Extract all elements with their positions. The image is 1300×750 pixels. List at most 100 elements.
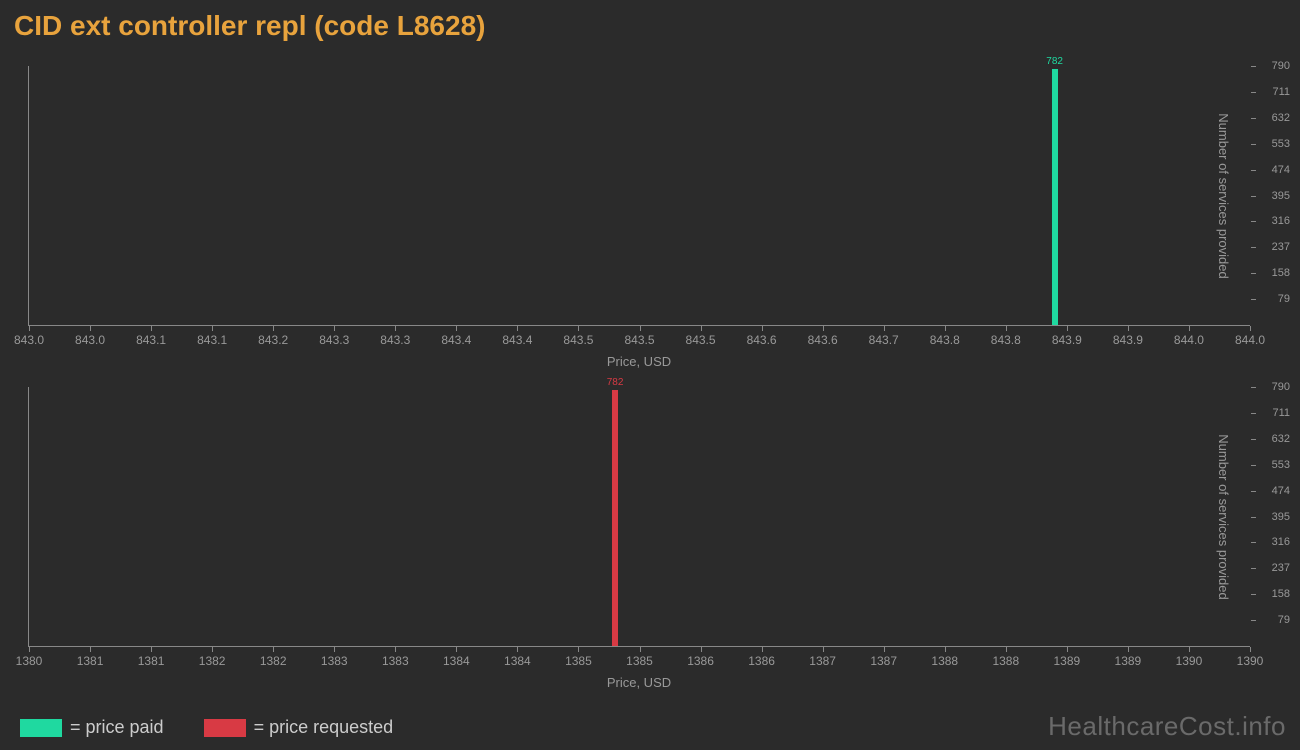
ytick-label: 79 bbox=[1278, 614, 1290, 626]
legend: = price paid = price requested bbox=[20, 717, 393, 738]
ytick-mark bbox=[1251, 170, 1256, 171]
xtick-label: 843.3 bbox=[380, 333, 410, 347]
xtick-mark bbox=[1189, 647, 1190, 652]
ytick-label: 237 bbox=[1272, 241, 1290, 253]
chart-1: Number of services provided 791582373163… bbox=[28, 66, 1250, 369]
xtick-mark bbox=[823, 647, 824, 652]
xtick-label: 1382 bbox=[199, 654, 226, 668]
xtick-mark bbox=[1067, 326, 1068, 331]
xtick-mark bbox=[1006, 326, 1007, 331]
ytick-mark bbox=[1251, 413, 1256, 414]
ytick-mark bbox=[1251, 387, 1256, 388]
xtick-mark bbox=[945, 647, 946, 652]
xtick-mark bbox=[212, 647, 213, 652]
ytick-label: 790 bbox=[1272, 60, 1290, 72]
data-bar: 782 bbox=[1052, 69, 1058, 325]
y-axis-label: Number of services provided bbox=[1216, 434, 1231, 599]
ytick-label: 316 bbox=[1272, 215, 1290, 227]
ytick-mark bbox=[1251, 273, 1256, 274]
plot-area-paid: Number of services provided 791582373163… bbox=[28, 66, 1250, 326]
ytick-label: 79 bbox=[1278, 293, 1290, 305]
xtick-label: 843.5 bbox=[624, 333, 654, 347]
xtick-mark bbox=[517, 326, 518, 331]
xtick-label: 1381 bbox=[138, 654, 165, 668]
xtick-label: 1383 bbox=[382, 654, 409, 668]
ytick-mark bbox=[1251, 247, 1256, 248]
legend-swatch-paid bbox=[20, 719, 62, 737]
xtick-mark bbox=[640, 647, 641, 652]
xtick-label: 843.8 bbox=[991, 333, 1021, 347]
xtick-mark bbox=[1128, 647, 1129, 652]
xtick-label: 1385 bbox=[626, 654, 653, 668]
xtick-mark bbox=[151, 647, 152, 652]
ytick-mark bbox=[1251, 66, 1256, 67]
ytick-label: 316 bbox=[1272, 536, 1290, 548]
ytick-mark bbox=[1251, 491, 1256, 492]
watermark: HealthcareCost.info bbox=[1048, 711, 1286, 742]
xtick-mark bbox=[273, 326, 274, 331]
xtick-label: 844.0 bbox=[1174, 333, 1204, 347]
xtick-mark bbox=[29, 326, 30, 331]
xtick-mark bbox=[212, 326, 213, 331]
xtick-label: 843.3 bbox=[319, 333, 349, 347]
xtick-label: 843.4 bbox=[441, 333, 471, 347]
xtick-mark bbox=[29, 647, 30, 652]
xtick-label: 1385 bbox=[565, 654, 592, 668]
xtick-mark bbox=[334, 647, 335, 652]
xtick-label: 843.0 bbox=[75, 333, 105, 347]
xtick-label: 1380 bbox=[16, 654, 43, 668]
xtick-label: 1389 bbox=[1115, 654, 1142, 668]
chart-2: Number of services provided 791582373163… bbox=[28, 387, 1250, 690]
xtick-label: 843.9 bbox=[1113, 333, 1143, 347]
xtick-mark bbox=[823, 326, 824, 331]
xtick-label: 843.1 bbox=[197, 333, 227, 347]
xtick-mark bbox=[578, 647, 579, 652]
xtick-mark bbox=[517, 647, 518, 652]
bar-value-label: 782 bbox=[607, 377, 624, 388]
ytick-mark bbox=[1251, 118, 1256, 119]
ytick-mark bbox=[1251, 542, 1256, 543]
xtick-mark bbox=[762, 647, 763, 652]
xtick-mark bbox=[1067, 647, 1068, 652]
xtick-mark bbox=[945, 326, 946, 331]
xtick-label: 1387 bbox=[870, 654, 897, 668]
xtick-label: 843.1 bbox=[136, 333, 166, 347]
xtick-mark bbox=[334, 326, 335, 331]
x-axis-label: Price, USD bbox=[28, 675, 1250, 690]
xtick-mark bbox=[90, 647, 91, 652]
xtick-mark bbox=[456, 647, 457, 652]
xtick-mark bbox=[701, 647, 702, 652]
ytick-label: 553 bbox=[1272, 138, 1290, 150]
xtick-label: 1383 bbox=[321, 654, 348, 668]
xtick-label: 1386 bbox=[687, 654, 714, 668]
xtick-label: 1390 bbox=[1237, 654, 1264, 668]
xtick-label: 1382 bbox=[260, 654, 287, 668]
xtick-label: 843.2 bbox=[258, 333, 288, 347]
xtick-label: 1381 bbox=[77, 654, 104, 668]
xtick-label: 843.9 bbox=[1052, 333, 1082, 347]
ytick-mark bbox=[1251, 196, 1256, 197]
xtick-label: 1384 bbox=[504, 654, 531, 668]
xtick-mark bbox=[90, 326, 91, 331]
legend-label: = price paid bbox=[70, 717, 164, 738]
xtick-label: 1388 bbox=[992, 654, 1019, 668]
xtick-mark bbox=[395, 326, 396, 331]
xtick-label: 843.8 bbox=[930, 333, 960, 347]
xtick-mark bbox=[701, 326, 702, 331]
xtick-mark bbox=[884, 326, 885, 331]
ytick-label: 632 bbox=[1272, 433, 1290, 445]
ytick-label: 711 bbox=[1272, 407, 1290, 419]
xtick-mark bbox=[578, 326, 579, 331]
ytick-label: 158 bbox=[1272, 267, 1290, 279]
xtick-mark bbox=[456, 326, 457, 331]
ytick-label: 395 bbox=[1272, 511, 1290, 523]
xtick-label: 843.4 bbox=[502, 333, 532, 347]
xtick-mark bbox=[1250, 647, 1251, 652]
xtick-label: 1389 bbox=[1053, 654, 1080, 668]
xtick-label: 843.6 bbox=[808, 333, 838, 347]
ytick-mark bbox=[1251, 620, 1256, 621]
chart-title: CID ext controller repl (code L8628) bbox=[0, 0, 1300, 48]
legend-item-requested: = price requested bbox=[204, 717, 394, 738]
legend-label: = price requested bbox=[254, 717, 394, 738]
xtick-mark bbox=[151, 326, 152, 331]
